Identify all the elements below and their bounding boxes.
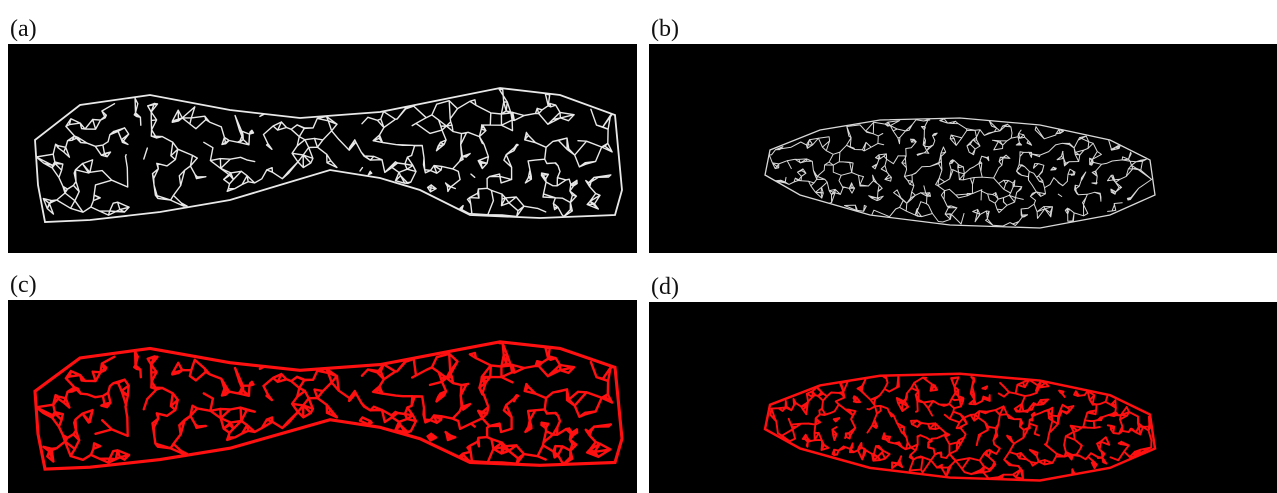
figure: (a) (b) (c) (d)	[0, 0, 1277, 493]
image-panel	[8, 44, 637, 253]
image-panel	[649, 44, 1277, 253]
panel-label: (d)	[651, 274, 679, 300]
panel-label: (a)	[10, 16, 37, 42]
panel-label: (c)	[10, 272, 37, 298]
panel-label: (b)	[651, 16, 679, 42]
